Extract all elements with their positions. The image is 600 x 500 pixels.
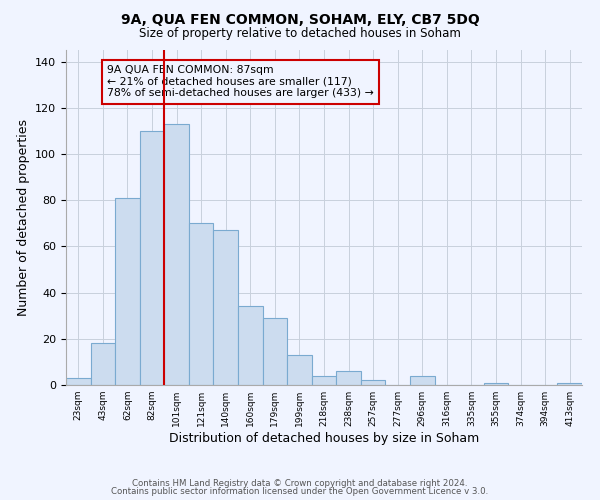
- Text: Size of property relative to detached houses in Soham: Size of property relative to detached ho…: [139, 28, 461, 40]
- Y-axis label: Number of detached properties: Number of detached properties: [17, 119, 29, 316]
- Text: Contains public sector information licensed under the Open Government Licence v : Contains public sector information licen…: [112, 487, 488, 496]
- Bar: [214, 230, 238, 385]
- Bar: [164, 124, 189, 385]
- Bar: [238, 306, 263, 385]
- Bar: [336, 371, 361, 385]
- Bar: [361, 380, 385, 385]
- Bar: [287, 355, 312, 385]
- Bar: [189, 224, 214, 385]
- Text: Contains HM Land Registry data © Crown copyright and database right 2024.: Contains HM Land Registry data © Crown c…: [132, 478, 468, 488]
- Text: 9A, QUA FEN COMMON, SOHAM, ELY, CB7 5DQ: 9A, QUA FEN COMMON, SOHAM, ELY, CB7 5DQ: [121, 12, 479, 26]
- Bar: [312, 376, 336, 385]
- X-axis label: Distribution of detached houses by size in Soham: Distribution of detached houses by size …: [169, 432, 479, 445]
- Bar: [91, 344, 115, 385]
- Bar: [557, 382, 582, 385]
- Bar: [140, 131, 164, 385]
- Bar: [115, 198, 140, 385]
- Bar: [484, 382, 508, 385]
- Bar: [263, 318, 287, 385]
- Bar: [410, 376, 434, 385]
- Bar: [66, 378, 91, 385]
- Text: 9A QUA FEN COMMON: 87sqm
← 21% of detached houses are smaller (117)
78% of semi-: 9A QUA FEN COMMON: 87sqm ← 21% of detach…: [107, 65, 374, 98]
